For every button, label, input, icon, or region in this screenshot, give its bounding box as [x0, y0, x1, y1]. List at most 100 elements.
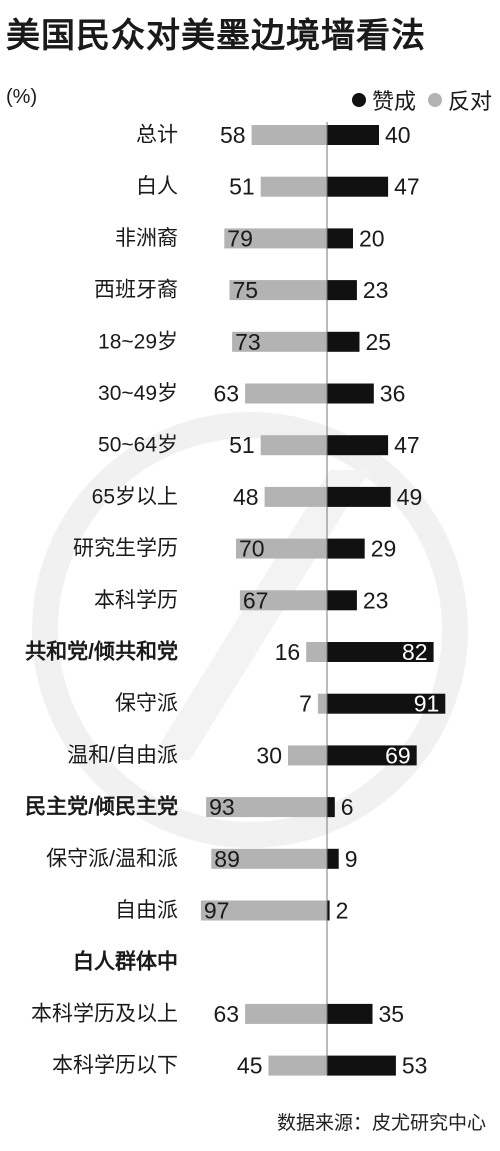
support-value-label: 35	[379, 1001, 405, 1027]
oppose-bar	[232, 331, 327, 352]
support-bar	[327, 280, 357, 301]
row-label: 自由派	[115, 899, 178, 922]
oppose-value-label: 30	[256, 742, 282, 768]
support-bar	[327, 848, 339, 869]
oppose-bar	[264, 486, 327, 507]
row-label: 本科学历以下	[52, 1054, 178, 1077]
support-value-label: 9	[345, 846, 358, 872]
support-value-label: 36	[380, 381, 406, 407]
support-bar	[327, 125, 379, 145]
oppose-value-label: 67	[243, 587, 269, 613]
support-bar	[327, 383, 374, 404]
support-value-label: 47	[394, 174, 420, 200]
support-value-label: 47	[394, 432, 420, 458]
support-value-label: 29	[371, 536, 397, 562]
legend-support-label: 赞成	[371, 89, 416, 114]
support-bar	[327, 486, 391, 507]
oppose-bar	[288, 745, 327, 766]
row-label: 50~64岁	[98, 434, 178, 457]
oppose-bar	[224, 228, 327, 249]
support-value-label: 82	[402, 639, 428, 665]
chart-title: 美国民众对美墨边境墙看法	[6, 17, 426, 55]
oppose-bar	[206, 797, 327, 818]
oppose-bar	[211, 848, 327, 869]
support-value-label: 53	[402, 1053, 428, 1079]
support-bar	[327, 1003, 373, 1024]
support-value-label: 69	[385, 742, 411, 768]
support-value-label: 23	[363, 277, 389, 303]
oppose-value-label: 58	[220, 122, 246, 148]
support-bar	[327, 693, 446, 714]
support-value-label: 40	[385, 122, 411, 148]
row-label: 白人群体中	[73, 950, 178, 974]
support-value-label: 2	[336, 898, 349, 924]
support-value-label: 6	[341, 794, 354, 820]
oppose-value-label: 45	[237, 1053, 263, 1079]
support-value-label: 23	[363, 587, 389, 613]
oppose-value-label: 97	[204, 898, 230, 924]
oppose-value-label: 51	[229, 174, 255, 200]
oppose-bar	[245, 1003, 327, 1024]
support-bar	[327, 590, 357, 611]
oppose-bar	[251, 125, 327, 145]
oppose-value-label: 73	[235, 329, 261, 355]
support-bar	[327, 176, 389, 197]
support-value-label: 91	[414, 691, 440, 717]
support-bar	[327, 797, 335, 818]
support-bar	[327, 900, 330, 921]
row-label: 研究生学历	[73, 537, 178, 560]
legend-support-swatch	[351, 93, 366, 107]
oppose-bar	[245, 383, 327, 404]
oppose-bar	[306, 642, 327, 662]
support-bar	[327, 538, 365, 559]
oppose-value-label: 7	[299, 691, 312, 717]
support-bar	[327, 745, 417, 766]
support-bar	[327, 1055, 396, 1076]
row-label: 总计	[136, 124, 178, 147]
oppose-value-label: 93	[209, 794, 235, 820]
oppose-value-label: 16	[275, 639, 301, 665]
source-note: 数据来源：皮尤研究中心	[276, 1113, 486, 1134]
legend: 赞成 反对	[351, 84, 492, 116]
oppose-value-label: 51	[229, 432, 255, 458]
oppose-bar	[200, 900, 327, 921]
oppose-value-label: 63	[214, 1001, 240, 1027]
oppose-bar	[236, 538, 327, 559]
oppose-value-label: 79	[227, 225, 253, 251]
support-value-label: 20	[359, 225, 385, 251]
support-bar	[327, 642, 434, 662]
row-label: 本科学历	[94, 589, 178, 612]
unit-label: (%)	[6, 86, 38, 108]
row-label: 30~49岁	[98, 382, 178, 405]
oppose-bar	[229, 280, 327, 301]
oppose-value-label: 89	[214, 846, 240, 872]
support-bar	[327, 435, 389, 456]
oppose-bar	[260, 176, 327, 197]
oppose-value-label: 48	[233, 484, 259, 510]
row-label: 本科学历及以上	[31, 1002, 178, 1025]
oppose-value-label: 75	[233, 277, 259, 303]
row-label: 西班牙裔	[94, 279, 178, 302]
row-label: 18~29岁	[98, 330, 178, 353]
oppose-value-label: 63	[214, 381, 240, 407]
oppose-bar	[268, 1055, 327, 1076]
oppose-value-label: 70	[239, 536, 265, 562]
oppose-bar	[260, 435, 327, 456]
oppose-bar	[239, 590, 327, 611]
legend-oppose-swatch	[427, 93, 442, 107]
support-bar	[327, 228, 353, 249]
row-label: 保守派/温和派	[46, 847, 178, 870]
oppose-bar	[317, 693, 327, 714]
row-label: 民主党/倾民主党	[25, 795, 178, 819]
support-value-label: 25	[366, 329, 392, 355]
row-label: 白人	[136, 175, 178, 198]
support-value-label: 49	[397, 484, 423, 510]
support-bar	[327, 331, 360, 352]
row-label: 温和/自由派	[67, 744, 178, 767]
row-label: 65岁以上	[92, 485, 178, 508]
legend-oppose-label: 反对	[447, 89, 492, 114]
row-label: 非洲裔	[115, 227, 178, 250]
row-label: 共和党/倾共和党	[25, 640, 178, 664]
row-label: 保守派	[115, 692, 178, 715]
